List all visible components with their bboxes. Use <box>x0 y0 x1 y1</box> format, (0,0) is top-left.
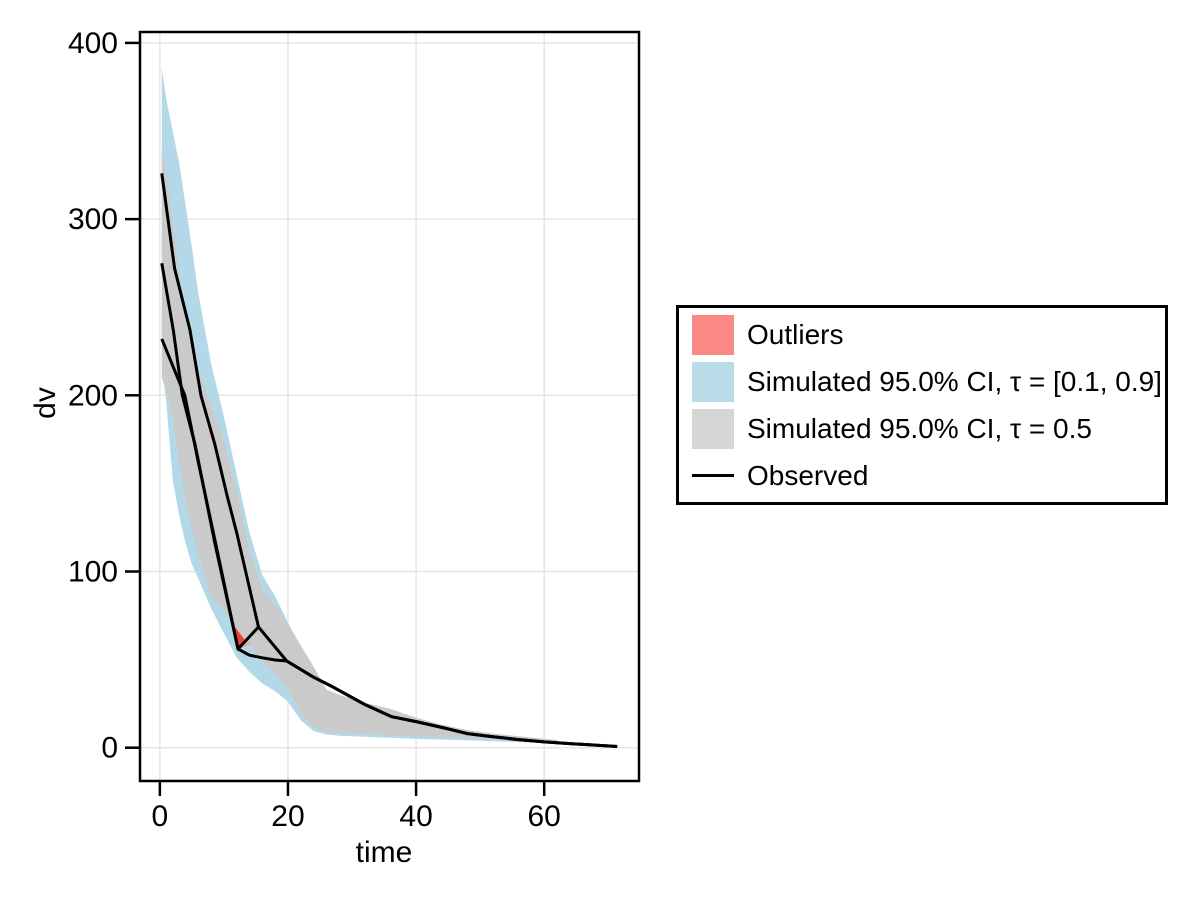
legend-color-swatch <box>692 314 734 355</box>
legend-label: Observed <box>747 459 869 491</box>
ci-band-outer <box>161 67 558 744</box>
legend-label: Simulated 95.0% CI, τ = [0.1, 0.9] <box>747 365 1162 397</box>
legend-color-swatch <box>692 361 734 402</box>
legend-entry: Simulated 95.0% CI, τ = [0.1, 0.9] <box>692 358 1165 405</box>
axis-ticks: 0 20 40 60 0 100 200 300 400 <box>68 27 561 833</box>
plot-frame <box>138 30 641 783</box>
x-axis-title: time <box>356 836 413 869</box>
x-tick-label: 40 <box>399 800 432 833</box>
y-tick-label: 400 <box>68 27 118 60</box>
x-tick-label: 0 <box>152 800 169 833</box>
y-axis-title: dv <box>29 387 62 419</box>
observed-lines <box>160 173 618 748</box>
y-tick-label: 200 <box>68 379 118 412</box>
legend-label: Outliers <box>747 318 844 350</box>
legend-entry: Simulated 95.0% CI, τ = 0.5 <box>692 405 1165 452</box>
legend-color-swatch <box>692 408 734 449</box>
outlier-region-bright <box>232 624 245 649</box>
y-tick-label: 0 <box>101 732 118 765</box>
legend-line-swatch <box>692 474 734 477</box>
x-tick-label: 60 <box>528 800 561 833</box>
y-tick-label: 100 <box>68 556 118 589</box>
ci-band-median <box>161 148 558 742</box>
axes-frame <box>138 30 641 783</box>
legend-label: Simulated 95.0% CI, τ = 0.5 <box>747 412 1092 444</box>
x-tick-label: 20 <box>271 800 304 833</box>
legend-entry: Observed <box>692 452 1165 499</box>
legend-entry: Outliers <box>692 311 1165 358</box>
observed-lower <box>160 338 260 651</box>
legend: Outliers Simulated 95.0% CI, τ = [0.1, 0.… <box>676 305 1168 505</box>
y-tick-label: 300 <box>68 203 118 236</box>
ci-bands <box>161 67 558 744</box>
